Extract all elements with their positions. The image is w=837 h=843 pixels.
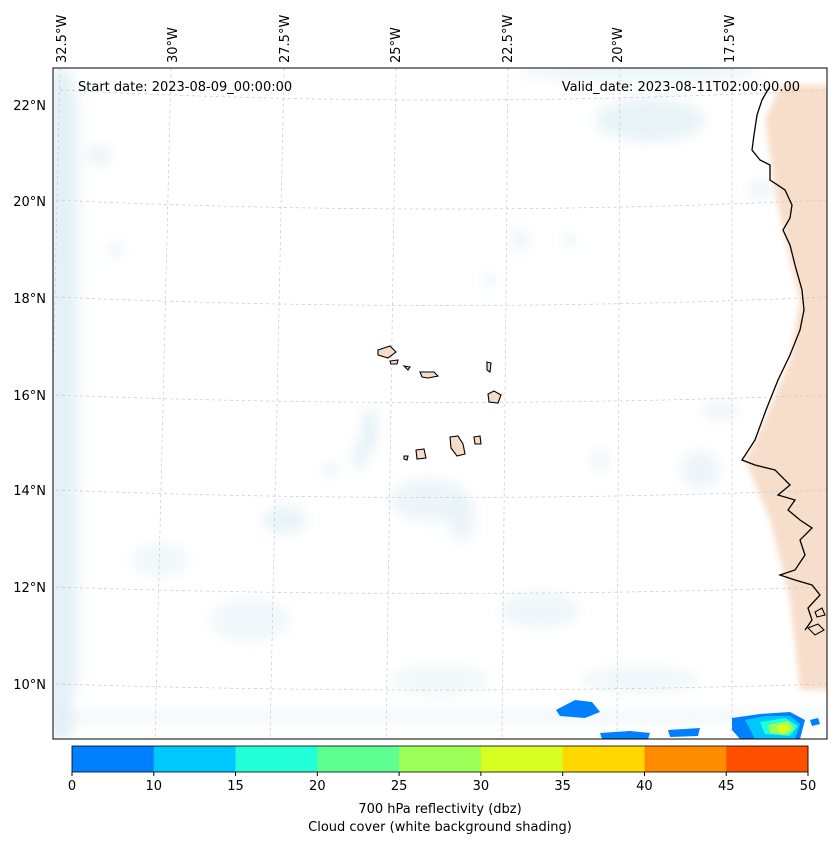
colorbar: 0 10 15 20 25 30 35 40 45 50 — [68, 745, 817, 794]
colorbar-label-1: 700 hPa reflectivity (dbz) — [358, 802, 521, 817]
valid-date-text: Valid_date: 2023-08-11T02:00:00.00 — [562, 80, 800, 95]
colorbar-tick-label: 0 — [68, 779, 76, 794]
reflectivity-echoes — [556, 700, 820, 739]
colorbar-label-2: Cloud cover (white background shading) — [308, 820, 572, 835]
lat-label-12: 12°N — [13, 581, 46, 596]
lat-label-20: 20°N — [13, 195, 46, 210]
cloud-cover-shading — [53, 68, 827, 739]
colorbar-tick-label: 20 — [309, 779, 326, 794]
lon-label-22-5: 22.5°W — [501, 15, 516, 63]
lon-label-32-5: 32.5°W — [55, 15, 70, 63]
coast-islands-south — [807, 607, 826, 636]
colorbar-segment — [235, 746, 318, 772]
colorbar-segment — [153, 746, 237, 772]
colorbar-border — [71, 745, 809, 773]
map-frame — [52, 67, 828, 740]
lon-label-30: 30°W — [166, 27, 181, 63]
start-date-text: Start date: 2023-08-09_00:00:00 — [78, 80, 292, 95]
colorbar-tick-label: 15 — [227, 779, 244, 794]
map-area — [53, 68, 827, 739]
colorbar-segment — [399, 746, 482, 772]
lat-label-10: 10°N — [13, 678, 46, 693]
colorbar-segment — [480, 746, 564, 772]
colorbar-tick-label: 45 — [718, 779, 735, 794]
lat-label-22: 22°N — [13, 99, 46, 114]
colorbar-segment — [562, 746, 645, 772]
colorbar-segment — [726, 746, 809, 772]
colorbar-segment — [72, 746, 155, 772]
colorbar-segment — [644, 746, 727, 772]
lon-label-27-5: 27.5°W — [278, 15, 293, 63]
colorbar-tick-label: 50 — [800, 779, 817, 794]
lat-label-18: 18°N — [13, 292, 46, 307]
colorbar-tick-label: 25 — [391, 779, 408, 794]
land-shading — [745, 85, 827, 690]
cape-verde-islands — [377, 345, 502, 461]
colorbar-tick-label: 35 — [554, 779, 571, 794]
colorbar-tick-label: 40 — [636, 779, 653, 794]
colorbar-tick-label: 10 — [146, 779, 163, 794]
african-coastline — [741, 85, 821, 631]
lon-label-20: 20°W — [611, 27, 626, 63]
latitude-labels: 22°N 20°N 18°N 16°N 14°N 12°N 10°N — [13, 99, 46, 693]
colorbar-segment — [317, 746, 400, 772]
graticule — [53, 68, 827, 739]
lon-label-25: 25°W — [389, 27, 404, 63]
lat-label-14: 14°N — [13, 484, 46, 499]
colorbar-tick-label: 30 — [473, 779, 490, 794]
lon-label-17-5: 17.5°W — [723, 15, 738, 63]
longitude-labels: 32.5°W 30°W 27.5°W 25°W 22.5°W 20°W 17.5… — [55, 15, 738, 63]
lat-label-16: 16°N — [13, 389, 46, 404]
